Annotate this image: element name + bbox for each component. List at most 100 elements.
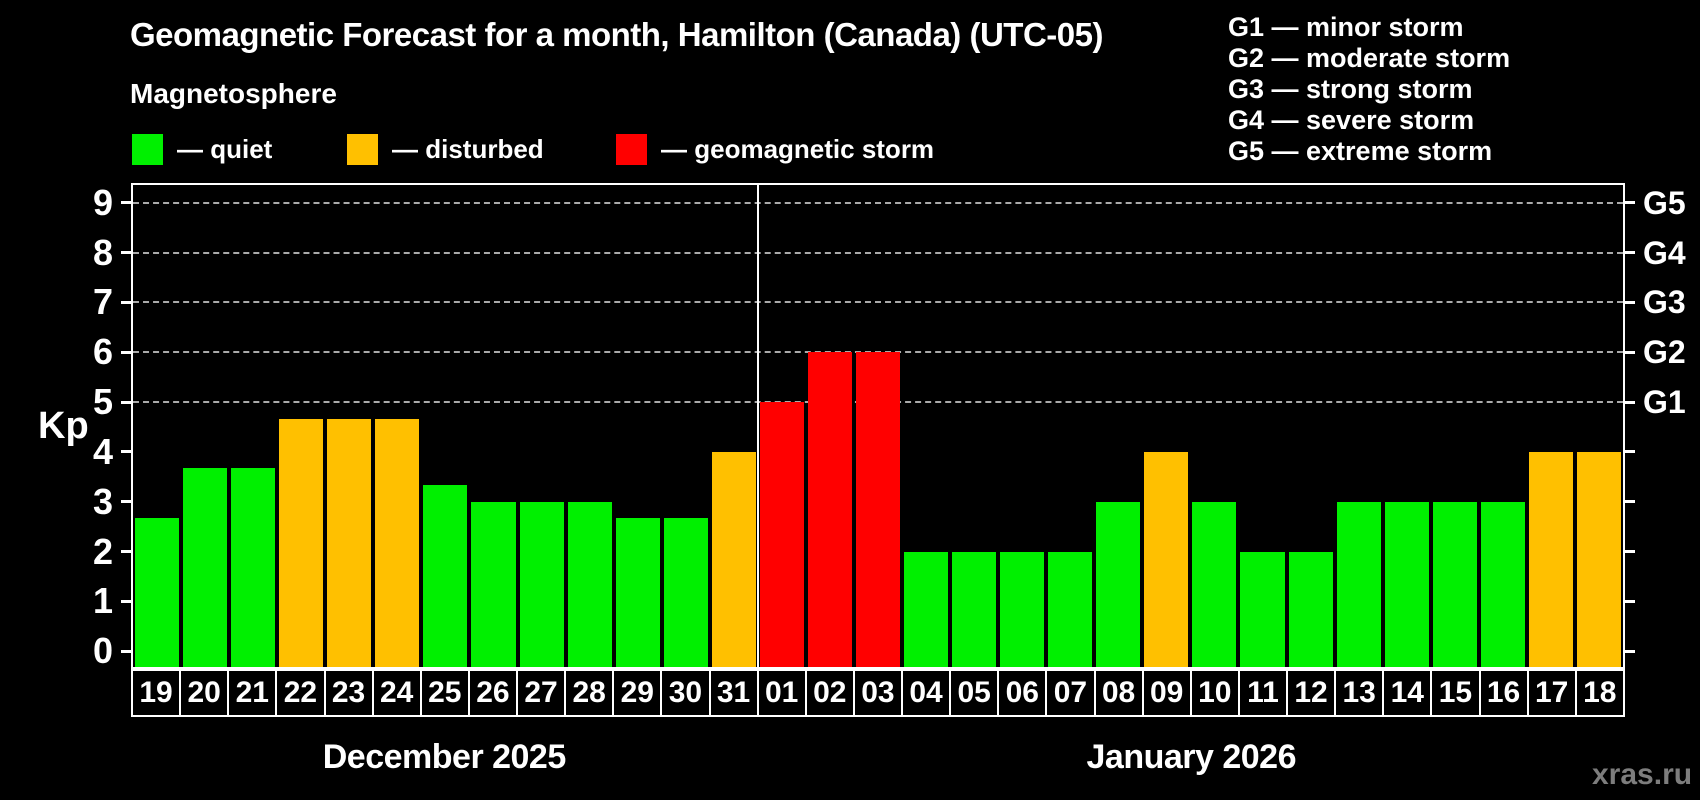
day-label-row: 19 20 21 22 23 24 25 26 27 28 29 30 31 01 02 03 04 05 06 07… <box>131 669 1625 717</box>
kp-bar <box>1480 501 1525 667</box>
day-label-cell: 27 <box>516 669 567 717</box>
y-axis-tick-label: 2 <box>92 530 113 572</box>
day-label-cell: 19 <box>131 669 182 717</box>
kp-bar <box>711 451 756 667</box>
y-axis-tick <box>1625 550 1635 554</box>
day-label-cell: 18 <box>1574 669 1625 717</box>
y-axis-tick <box>1625 400 1635 404</box>
day-label-cell: 08 <box>1093 669 1144 717</box>
legend-label: — disturbed <box>392 133 544 164</box>
kp-bar <box>1000 551 1045 667</box>
month-label: January 2026 <box>1086 738 1297 776</box>
gridline <box>133 301 1623 304</box>
day-label-cell: 06 <box>997 669 1048 717</box>
plot-area <box>131 183 1625 669</box>
storm-swatch-icon <box>616 133 647 165</box>
day-label-cell: 30 <box>660 669 711 717</box>
y-axis-tick <box>121 450 131 454</box>
day-label-cell: 13 <box>1334 669 1385 717</box>
day-label-cell: 24 <box>371 669 422 717</box>
kp-bar <box>1528 451 1573 667</box>
y-axis-tick-label: 8 <box>92 231 113 273</box>
kp-bar <box>567 501 612 667</box>
watermark: xras.ru <box>1592 758 1693 791</box>
kp-bar <box>855 352 901 667</box>
storm-scale-line: G2 — moderate storm <box>1228 43 1511 73</box>
kp-bar <box>183 468 228 667</box>
day-label-cell: 29 <box>612 669 663 717</box>
gridline <box>133 251 1623 254</box>
y-axis-tick-label: 7 <box>92 281 113 323</box>
storm-scale-line: G1 — minor storm <box>1228 12 1464 42</box>
kp-bar <box>807 352 852 667</box>
day-label-cell: 09 <box>1141 669 1192 717</box>
day-label-cell: 22 <box>275 669 326 717</box>
gridline <box>133 351 1623 354</box>
day-label-cell: 14 <box>1382 669 1433 717</box>
day-label-cell: 21 <box>227 669 278 717</box>
kp-bar <box>1144 451 1189 667</box>
y-axis-tick <box>121 599 131 603</box>
kp-bar <box>375 418 420 667</box>
kp-bar <box>519 501 564 667</box>
kp-bar <box>1240 551 1285 667</box>
storm-scale-line: G3 — strong storm <box>1228 74 1473 104</box>
y-axis-tick <box>121 350 131 354</box>
kp-bar <box>279 418 324 667</box>
y-axis-tick <box>1625 450 1635 454</box>
kp-bar <box>1336 501 1381 667</box>
month-label: December 2025 <box>322 738 567 776</box>
day-label-cell: 17 <box>1526 669 1577 717</box>
legend-item-quiet: — quiet <box>132 133 272 165</box>
storm-scale-legend: G1 — minor storm G2 — moderate storm G3 … <box>1228 12 1510 167</box>
kp-bar <box>1288 551 1333 667</box>
kp-bar <box>231 468 276 667</box>
day-label-cell: 02 <box>804 669 855 717</box>
y-axis-tick <box>121 500 131 504</box>
legend-item-storm: — geomagnetic storm <box>616 133 934 165</box>
day-label-cell: 15 <box>1430 669 1481 717</box>
kp-bar <box>1048 551 1093 667</box>
kp-bar <box>1096 501 1141 667</box>
disturbed-swatch-icon <box>347 133 378 165</box>
g-level-label: G3 <box>1643 284 1686 321</box>
chart-title: Geomagnetic Forecast for a month, Hamilt… <box>130 16 1103 53</box>
day-label-cell: 23 <box>323 669 374 717</box>
y-axis-tick <box>121 201 131 205</box>
y-axis-tick <box>1625 649 1635 653</box>
y-axis-tick <box>121 251 131 254</box>
g-level-label: G5 <box>1643 184 1686 221</box>
day-label-cell: 25 <box>419 669 470 717</box>
g-level-label: G2 <box>1643 334 1686 371</box>
day-label-cell: 05 <box>949 669 1000 717</box>
day-label-cell: 20 <box>179 669 230 717</box>
day-label-cell: 16 <box>1478 669 1529 717</box>
day-label-cell: 26 <box>467 669 518 717</box>
kp-bar <box>663 518 708 667</box>
y-axis-tick-label: 6 <box>92 331 113 373</box>
day-label-cell: 31 <box>708 669 759 717</box>
legend-item-disturbed: — disturbed <box>347 133 544 165</box>
y-axis-tick <box>121 649 131 653</box>
y-axis-tick <box>1625 599 1635 603</box>
kp-bar <box>1576 451 1621 667</box>
legend-label: — quiet <box>177 133 273 164</box>
kp-bar <box>471 501 516 667</box>
y-axis-tick <box>121 400 131 404</box>
day-label-cell: 28 <box>564 669 615 717</box>
y-axis-tick <box>1625 350 1635 354</box>
y-axis-tick <box>1625 251 1635 254</box>
g-level-label: G1 <box>1643 384 1686 421</box>
kp-bar <box>423 485 468 667</box>
magnetosphere-legend-title: Magnetosphere <box>130 78 337 109</box>
day-label-cell: 03 <box>852 669 903 717</box>
day-label-cell: 10 <box>1189 669 1240 717</box>
kp-bar <box>759 402 804 667</box>
kp-axis-label: Kp <box>38 405 89 447</box>
y-axis-tick-label: 1 <box>92 580 113 622</box>
kp-bar <box>135 518 180 667</box>
y-axis-tick <box>1625 201 1635 205</box>
storm-scale-line: G5 — extreme storm <box>1228 136 1493 166</box>
day-label-cell: 04 <box>901 669 952 717</box>
